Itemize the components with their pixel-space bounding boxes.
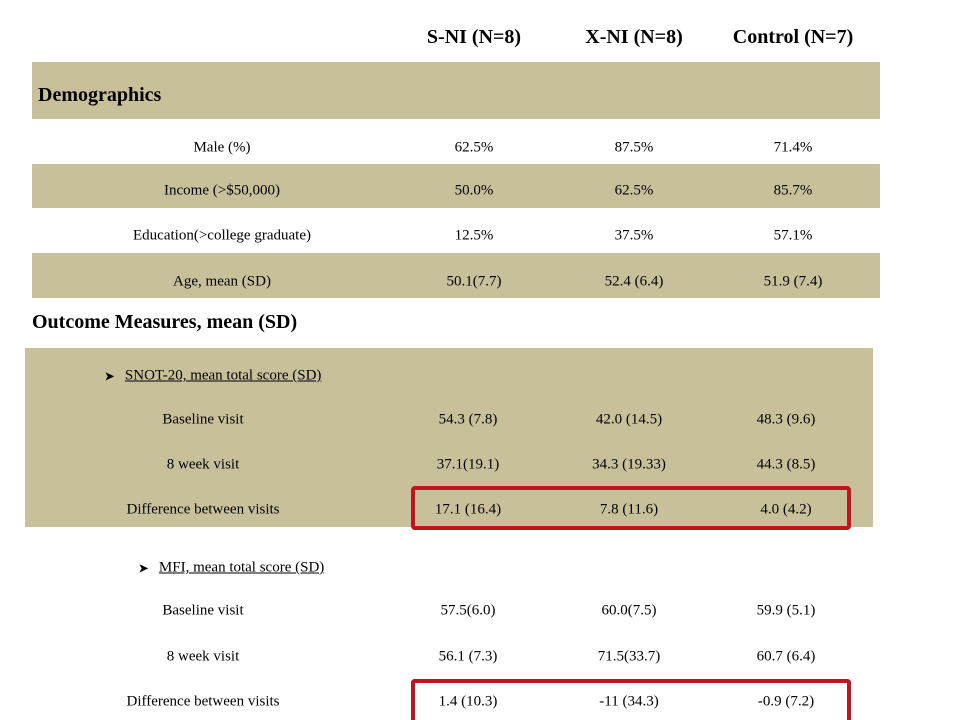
cell-male-xni: 87.5%	[614, 139, 654, 156]
snot-row-label-difference: Difference between visits	[126, 501, 280, 518]
column-header-sni: S-NI (N=8)	[426, 26, 522, 48]
snot-baseline-control: 48.3 (9.6)	[756, 411, 816, 428]
snot-8week-control: 44.3 (8.5)	[756, 456, 816, 473]
mfi-heading: ➤ MFI, mean total score (SD)	[138, 560, 324, 577]
mfi-baseline-sni: 57.5(6.0)	[440, 602, 496, 619]
snot-heading-text: SNOT-20, mean total score (SD)	[124, 367, 322, 384]
mfi-baseline-control: 59.9 (5.1)	[756, 602, 816, 619]
snot-difference-highlight-box	[411, 486, 851, 530]
mfi-difference-control: -0.9 (7.2)	[757, 693, 815, 710]
snot-row-label-baseline: Baseline visit	[162, 411, 244, 428]
outcomes-title: Outcome Measures, mean (SD)	[32, 311, 298, 333]
cell-education-xni: 37.5%	[614, 227, 654, 244]
mfi-8week-sni: 56.1 (7.3)	[438, 648, 498, 665]
snot-baseline-sni: 54.3 (7.8)	[438, 411, 498, 428]
snot-heading: ➤ SNOT-20, mean total score (SD)	[104, 368, 321, 385]
arrow-bullet-icon: ➤	[138, 560, 149, 575]
column-header-control: Control (N=7)	[732, 26, 854, 48]
mfi-baseline-xni: 60.0(7.5)	[601, 602, 657, 619]
column-header-xni: X-NI (N=8)	[585, 26, 683, 48]
snot-difference-sni: 17.1 (16.4)	[434, 501, 502, 518]
cell-male-control: 71.4%	[773, 139, 813, 156]
snot-difference-xni: 7.8 (11.6)	[599, 501, 659, 518]
mfi-8week-xni: 71.5(33.7)	[597, 648, 661, 665]
row-label-income: Income (>$50,000)	[164, 182, 280, 199]
cell-education-sni: 12.5%	[454, 227, 494, 244]
cell-education-control: 57.1%	[773, 227, 813, 244]
mfi-row-label-8week: 8 week visit	[166, 648, 240, 665]
mfi-row-label-difference: Difference between visits	[126, 693, 280, 710]
arrow-bullet-icon: ➤	[104, 368, 115, 383]
snot-row-label-8week: 8 week visit	[166, 456, 240, 473]
mfi-row-label-baseline: Baseline visit	[162, 602, 244, 619]
snot-baseline-xni: 42.0 (14.5)	[595, 411, 663, 428]
cell-income-xni: 62.5%	[614, 182, 654, 199]
cell-age-control: 51.9 (7.4)	[763, 273, 823, 290]
mfi-heading-text: MFI, mean total score (SD)	[158, 559, 325, 576]
cell-male-sni: 62.5%	[454, 139, 494, 156]
cell-income-sni: 50.0%	[454, 182, 494, 199]
mfi-8week-control: 60.7 (6.4)	[756, 648, 816, 665]
cell-income-control: 85.7%	[773, 182, 813, 199]
snot-difference-control: 4.0 (4.2)	[760, 501, 812, 518]
demographics-stripe-income	[32, 164, 880, 208]
row-label-male: Male (%)	[193, 139, 251, 156]
row-label-age: Age, mean (SD)	[173, 273, 271, 290]
demographics-stripe-age	[32, 253, 880, 298]
row-label-education: Education(>college graduate)	[133, 227, 311, 244]
cell-age-xni: 52.4 (6.4)	[604, 273, 664, 290]
mfi-difference-xni: -11 (34.3)	[599, 693, 659, 710]
mfi-difference-sni: 1.4 (10.3)	[438, 693, 498, 710]
mfi-difference-highlight-box	[411, 679, 851, 720]
snot-8week-xni: 34.3 (19.33)	[592, 456, 666, 473]
snot-8week-sni: 37.1(19.1)	[436, 456, 500, 473]
cell-age-sni: 50.1(7.7)	[446, 273, 502, 290]
snot-band	[25, 348, 873, 527]
demographics-title: Demographics	[38, 84, 162, 106]
demographics-band	[32, 62, 880, 119]
